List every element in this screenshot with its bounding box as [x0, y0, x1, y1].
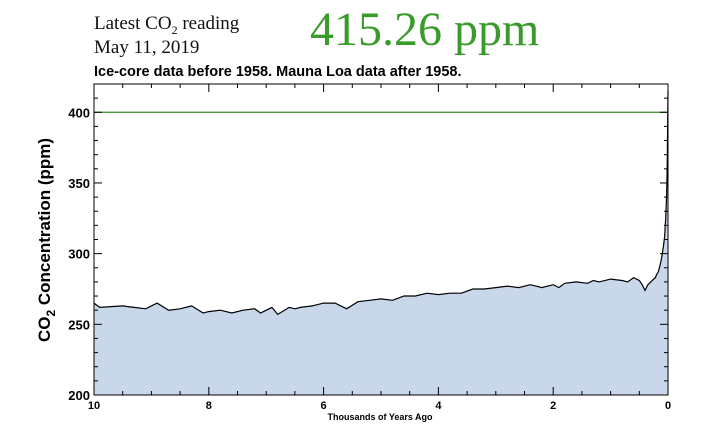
y-label-subscript: 2	[44, 310, 58, 317]
co2-area-fill	[94, 91, 668, 395]
x-tick-label: 4	[435, 400, 442, 412]
x-axis-label: Thousands of Years Ago	[327, 412, 433, 422]
y-tick-label: 350	[68, 176, 90, 191]
x-tick-label: 6	[321, 400, 327, 412]
latest-subscript: 2	[171, 22, 178, 37]
reading-date: May 11, 2019	[94, 37, 200, 58]
y-label-suffix: Concentration (ppm)	[35, 138, 54, 310]
y-axis-label: CO2 Concentration (ppm)	[35, 138, 58, 342]
chart-subtitle: Ice-core data before 1958. Mauna Loa dat…	[94, 64, 462, 80]
latest-prefix: Latest CO	[94, 13, 172, 34]
y-tick-label: 200	[68, 388, 90, 403]
plot-area	[93, 91, 669, 395]
x-tick-label: 0	[665, 400, 671, 412]
y-tick-label: 250	[68, 317, 90, 332]
y-tick-label: 300	[68, 247, 90, 262]
x-tick-label: 2	[550, 400, 556, 412]
latest-reading-value: 415.26 ppm	[310, 3, 540, 56]
x-tick-label: 10	[88, 400, 100, 412]
co2-series-line	[93, 91, 669, 316]
x-tick-label: 8	[206, 400, 212, 412]
y-tick-label: 400	[68, 105, 90, 120]
latest-suffix: reading	[177, 13, 240, 34]
latest-reading-label: Latest CO2 reading	[94, 14, 239, 36]
axes: 200 250 300 350 400 10 8 6 4 2 0	[68, 83, 671, 412]
y-label-prefix: CO	[35, 317, 54, 343]
